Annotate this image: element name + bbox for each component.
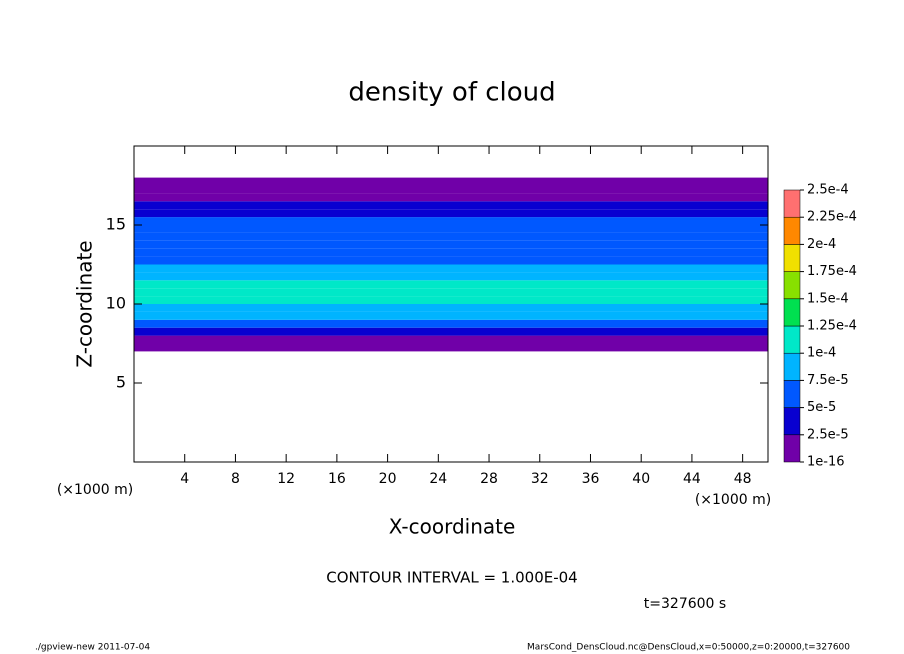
density-band bbox=[134, 335, 768, 344]
density-band bbox=[134, 177, 768, 186]
x-tick-label: 4 bbox=[180, 471, 189, 487]
colorbar-label: 1.25e-4 bbox=[807, 319, 857, 334]
x-tick-label: 36 bbox=[582, 471, 600, 487]
y-tick-label: 5 bbox=[116, 373, 126, 392]
density-band bbox=[134, 264, 768, 273]
x-tick-label: 8 bbox=[231, 471, 240, 487]
contour-interval: CONTOUR INTERVAL = 1.000E-04 bbox=[326, 569, 577, 587]
colorbar-box bbox=[783, 216, 801, 245]
x-tick-label: 24 bbox=[429, 471, 447, 487]
density-band bbox=[134, 232, 768, 241]
density-band bbox=[134, 288, 768, 297]
colorbar-label: 2.5e-5 bbox=[807, 427, 849, 442]
density-band bbox=[134, 304, 768, 312]
colorbar-box bbox=[783, 271, 801, 300]
density-band bbox=[134, 280, 768, 289]
density-band bbox=[134, 225, 768, 233]
time-label: t=327600 s bbox=[644, 596, 726, 612]
x-axis-label: X-coordinate bbox=[389, 515, 516, 539]
colorbar-label: 2.25e-4 bbox=[807, 210, 857, 225]
colorbar-label: 1e-4 bbox=[807, 346, 836, 361]
colorbar-box bbox=[783, 352, 801, 381]
density-band bbox=[134, 217, 768, 225]
density-band bbox=[134, 185, 768, 194]
colorbar-box bbox=[783, 434, 801, 463]
colorbar-box bbox=[783, 189, 801, 218]
density-band bbox=[134, 327, 768, 336]
colorbar-label: 5e-5 bbox=[807, 400, 836, 415]
x-unit: (×1000 m) bbox=[695, 492, 771, 508]
x-tick-label: 28 bbox=[480, 471, 498, 487]
colorbar-label: 1.75e-4 bbox=[807, 264, 857, 279]
footer-left: ./gpview-new 2011-07-04 bbox=[35, 643, 150, 653]
colorbar-label: 1e-16 bbox=[807, 455, 845, 470]
density-band bbox=[134, 201, 768, 210]
x-tick-label: 12 bbox=[277, 471, 295, 487]
density-band bbox=[134, 209, 768, 218]
colorbar-box bbox=[783, 325, 801, 354]
density-band bbox=[134, 193, 768, 202]
y-unit: (×1000 m) bbox=[57, 482, 133, 498]
density-band bbox=[134, 296, 768, 304]
y-axis-label: Z-coordinate bbox=[73, 240, 97, 367]
x-tick-label: 40 bbox=[632, 471, 650, 487]
colorbar-label: 7.5e-5 bbox=[807, 373, 849, 388]
colorbar-label: 2e-4 bbox=[807, 237, 836, 252]
colorbar-label: 1.5e-4 bbox=[807, 291, 849, 306]
y-tick-label: 10 bbox=[106, 294, 126, 313]
density-band bbox=[134, 272, 768, 281]
density-band bbox=[134, 248, 768, 257]
colorbar-box bbox=[783, 244, 801, 272]
y-tick-label: 15 bbox=[106, 215, 126, 234]
density-band bbox=[134, 311, 768, 320]
colorbar-box bbox=[783, 298, 801, 327]
x-tick-label: 44 bbox=[683, 471, 701, 487]
x-tick-label: 32 bbox=[531, 471, 549, 487]
colorbar-box bbox=[783, 380, 801, 408]
footer-right: MarsCond_DensCloud.nc@DensCloud,x=0:5000… bbox=[527, 643, 850, 653]
x-tick-label: 16 bbox=[328, 471, 346, 487]
density-band bbox=[134, 256, 768, 265]
x-tick-label: 48 bbox=[734, 471, 752, 487]
density-band bbox=[134, 240, 768, 249]
chart-title: density of cloud bbox=[348, 78, 555, 108]
colorbar-label: 2.5e-4 bbox=[807, 183, 849, 198]
x-tick-label: 20 bbox=[379, 471, 397, 487]
density-band bbox=[134, 343, 768, 352]
colorbar-box bbox=[783, 407, 801, 436]
density-band bbox=[134, 319, 768, 328]
